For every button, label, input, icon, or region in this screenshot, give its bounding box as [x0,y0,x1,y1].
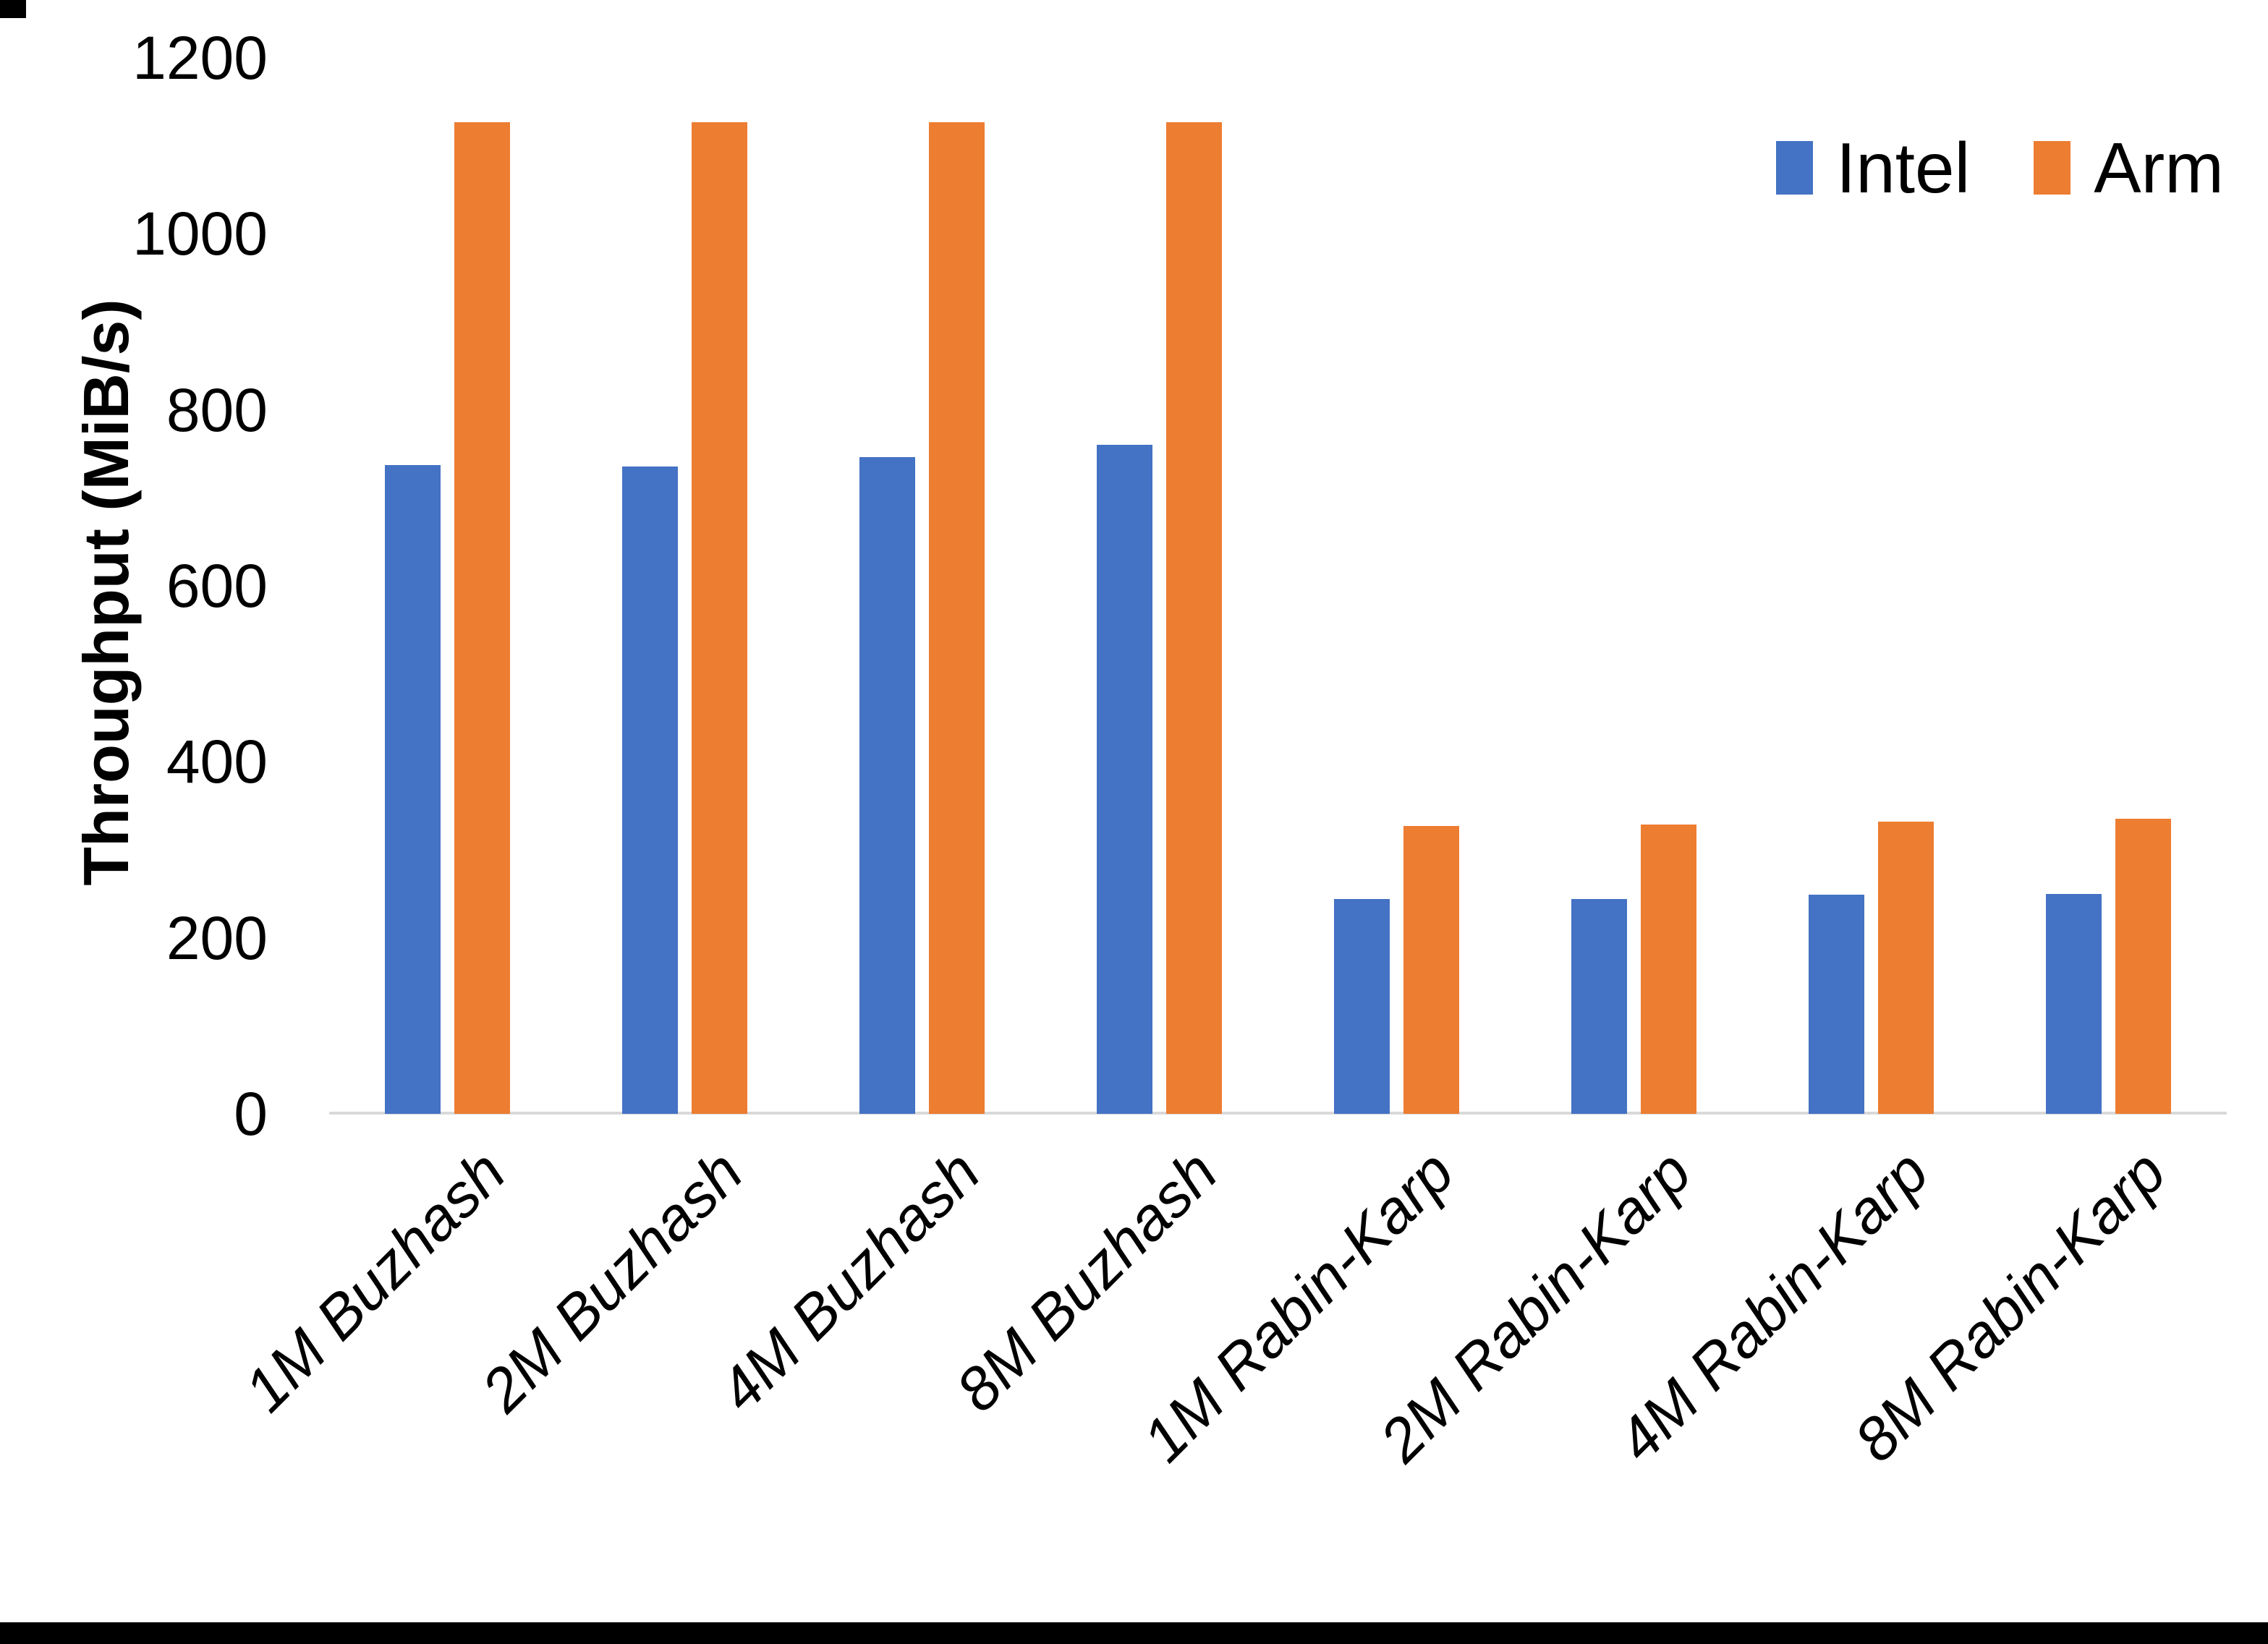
bar-intel [1808,895,1864,1114]
category-group [1041,58,1278,1114]
bar-intel [1333,899,1390,1114]
bar-intel [2045,894,2102,1114]
bar-intel [859,457,916,1114]
category-group [1278,58,1516,1114]
bar-arm [454,122,511,1114]
legend-swatch-arm [2034,141,2071,195]
category-group [1752,58,1989,1114]
legend-label: Arm [2094,128,2224,208]
legend-item-intel: Intel [1776,132,1970,203]
category-group [1515,58,1752,1114]
bar-arm [1166,122,1223,1114]
legend-item-arm: Arm [2034,132,2224,203]
legend-label: Intel [1836,128,1971,208]
bar-intel [622,467,679,1114]
top-left-border-fragment [0,0,26,18]
category-group [1989,58,2227,1114]
bar-intel [1571,899,1627,1114]
x-axis-line [329,1112,2227,1115]
y-axis-tick-label: 0 [234,1080,268,1148]
bar-arm [1640,825,1696,1114]
category-group [804,58,1041,1114]
legend: Intel Arm [1776,132,2224,203]
y-axis-tick-label: 200 [166,903,268,972]
bar-intel [1097,445,1153,1114]
category-group [566,58,804,1114]
y-axis-tick-label: 1000 [132,200,268,268]
y-axis-tick-label: 600 [166,552,268,620]
plot-area [329,58,2227,1114]
bar-arm [2115,819,2171,1114]
bar-arm [1403,826,1459,1114]
category-group [329,58,566,1114]
bar-intel [385,465,441,1114]
bottom-border [0,1622,2268,1644]
y-axis-tick-label: 800 [166,375,268,444]
y-axis-tick-label: 400 [166,728,268,796]
y-axis-tick-label: 1200 [132,24,268,92]
bar-arm [929,122,985,1114]
legend-swatch-intel [1776,141,1813,195]
bar-arm [1877,822,1934,1114]
bar-arm [692,122,748,1114]
